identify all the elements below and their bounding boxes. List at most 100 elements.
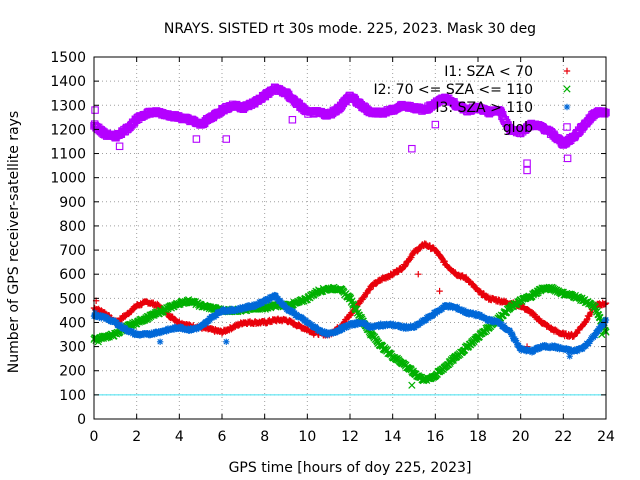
data-point — [600, 110, 609, 118]
y-tick-label: 1300 — [50, 98, 86, 114]
x-tick-label: 10 — [298, 429, 316, 445]
data-point — [366, 286, 374, 293]
data-point — [287, 306, 294, 314]
outlier-point — [222, 135, 231, 143]
legend-item-glob: glob — [503, 120, 571, 136]
legend-marker-i2 — [563, 85, 571, 93]
data-point — [226, 308, 234, 315]
data-point — [592, 332, 599, 339]
x-tick-label: 0 — [90, 429, 99, 445]
x-tick-label: 8 — [260, 429, 269, 445]
data-point — [600, 321, 607, 329]
legend-marker-i3 — [563, 103, 571, 111]
outlier-point — [156, 338, 164, 345]
chart-title: NRAYS. SISTED rt 30s mode. 225, 2023. Ma… — [164, 21, 536, 37]
data-point — [506, 327, 514, 335]
data-point — [206, 316, 214, 324]
data-point — [515, 342, 522, 349]
y-tick-label: 500 — [59, 291, 86, 307]
data-point — [468, 280, 476, 287]
y-tick-label: 100 — [59, 388, 86, 404]
legend-item-i2: I2: 70 <= SZA <= 110 — [373, 82, 571, 98]
y-tick-label: 200 — [59, 364, 86, 380]
x-tick-label: 20 — [512, 429, 530, 445]
outlier-point — [408, 381, 416, 389]
legend-item-i1: I1: SZA < 70 — [444, 64, 571, 80]
data-point — [118, 322, 125, 329]
y-tick-label: 400 — [59, 315, 86, 331]
data-point — [536, 315, 543, 323]
x-tick-label: 4 — [175, 429, 184, 445]
x-axis-label: GPS time [hours of doy 225, 2023] — [229, 460, 472, 476]
legend-item-i3: I3: SZA > 110 — [435, 100, 571, 116]
legend: I1: SZA < 70 I2: 70 <= SZA <= 110 I3: SZA … — [373, 64, 571, 136]
legend-label-i1: I1: SZA < 70 — [444, 64, 533, 80]
outlier-point — [563, 154, 572, 163]
legend-marker-i1 — [563, 67, 571, 75]
legend-label-i2: I2: 70 <= SZA <= 110 — [373, 82, 533, 98]
y-tick-label: 800 — [59, 219, 86, 235]
y-tick-label: 1500 — [50, 50, 86, 66]
y-tick-label: 1200 — [50, 122, 86, 138]
outlier-point — [310, 331, 317, 338]
y-axis-label: Number of GPS receiver-satellite rays — [6, 111, 22, 373]
outlier-point — [223, 338, 230, 345]
outlier-point — [566, 353, 573, 360]
y-tick-label: 1000 — [50, 171, 86, 187]
data-point — [441, 258, 448, 265]
data-point — [430, 311, 437, 318]
data-point — [586, 338, 594, 345]
axis-ticks: 0 2 4 6 8 10 12 14 16 18 20 22 240100200300400500600… — [50, 50, 615, 445]
data-point — [498, 320, 505, 328]
x-tick-label: 22 — [554, 429, 572, 445]
legend-marker-glob — [563, 123, 571, 131]
y-tick-label: 300 — [59, 340, 86, 356]
outlier-point — [431, 120, 440, 129]
data-point — [402, 262, 409, 269]
legend-label-i3: I3: SZA > 110 — [435, 100, 533, 116]
x-tick-label: 6 — [218, 429, 227, 445]
outlier-point — [192, 135, 201, 143]
x-tick-label: 2 — [132, 429, 141, 445]
x-tick-label: 12 — [341, 429, 359, 445]
series-glob — [90, 83, 610, 175]
outlier-point — [91, 309, 99, 317]
outlier-point — [523, 159, 531, 167]
y-tick-label: 700 — [59, 243, 86, 259]
data-point — [500, 322, 508, 329]
y-tick-label: 0 — [77, 412, 86, 428]
outlier-point — [436, 287, 443, 295]
legend-label-glob: glob — [503, 120, 533, 136]
x-tick-label: 14 — [384, 429, 402, 445]
y-tick-label: 600 — [59, 267, 86, 283]
data-point — [602, 300, 609, 307]
outlier-point — [408, 144, 416, 153]
data-point — [178, 323, 185, 331]
series-i3 — [90, 291, 610, 360]
outlier-point — [94, 338, 102, 346]
series-i1 — [90, 240, 610, 350]
outlier-point — [115, 142, 124, 151]
data-point — [509, 331, 516, 339]
data-point — [346, 293, 354, 301]
data-point — [565, 348, 572, 355]
data-point — [513, 339, 520, 346]
y-tick-label: 900 — [59, 195, 86, 211]
data-point — [512, 337, 520, 344]
series-layer — [90, 83, 610, 389]
data-point — [583, 316, 590, 324]
data-point — [200, 321, 208, 328]
y-tick-label: 1400 — [50, 74, 86, 90]
x-tick-label: 16 — [426, 429, 444, 445]
x-tick-label: 24 — [597, 429, 615, 445]
data-point — [163, 328, 170, 335]
x-tick-label: 18 — [469, 429, 487, 445]
data-point — [113, 319, 120, 326]
outlier-point — [415, 271, 422, 278]
outlier-point — [91, 106, 99, 114]
y-tick-label: 1100 — [50, 147, 86, 163]
series-i2 — [90, 283, 610, 389]
data-point — [497, 108, 506, 117]
